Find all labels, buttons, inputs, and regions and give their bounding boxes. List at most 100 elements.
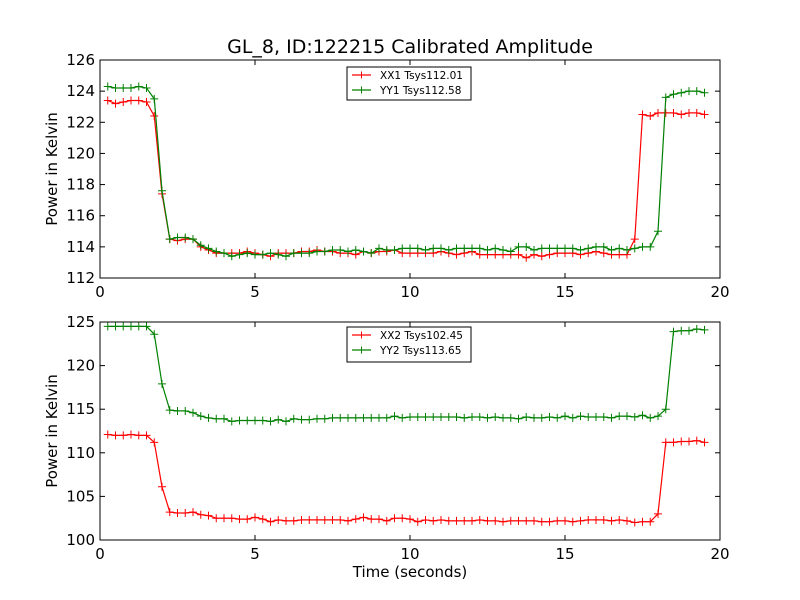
chart1-series-2-point-60 xyxy=(568,244,577,253)
chart1-series-2-point-53 xyxy=(514,242,523,251)
chart2-series-2-point-7 xyxy=(158,379,166,388)
chart2-series-1-point-6 xyxy=(150,438,159,447)
chart1-series-2-point-5 xyxy=(142,84,151,93)
chart2-series-2-point-11 xyxy=(189,408,197,417)
chart1-xtick-label-3: 15 xyxy=(555,283,574,301)
chart1-ytick-label-7: 126 xyxy=(66,51,95,69)
chart2-series-1-point-35 xyxy=(375,515,383,524)
chart2-series-1-point-32 xyxy=(351,515,360,524)
chart2-series-2-point-60 xyxy=(568,413,577,422)
chart2-series-2-point-68 xyxy=(630,413,639,422)
chart2-series-2-point-25 xyxy=(297,415,306,424)
chart2-xtick-label-0: 0 xyxy=(95,545,105,563)
chart2-series-1-point-19 xyxy=(251,513,259,522)
chart2-series-2-point-37 xyxy=(390,412,399,421)
chart2-series-1-point-9 xyxy=(173,508,182,517)
chart1-ylabel: Power in Kelvin xyxy=(43,112,61,226)
chart2-series-1-point-56 xyxy=(537,517,546,526)
chart2-series-1-point-16 xyxy=(227,514,236,523)
chart2-series-1-point-11 xyxy=(189,508,197,517)
chart2-xtick-label-3: 15 xyxy=(555,545,574,563)
chart1-series-2-point-23 xyxy=(282,252,290,261)
chart2-series-1-point-13 xyxy=(204,511,213,520)
chart2-series-1-point-10 xyxy=(181,508,190,517)
chart1-series-2-point-38 xyxy=(398,244,407,253)
chart2-ytick-label-3: 115 xyxy=(66,400,95,418)
chart1-series-1-point-5 xyxy=(142,98,151,107)
chart2-legend-marker-1 xyxy=(358,331,365,339)
chart2-series-2-point-59 xyxy=(561,412,569,421)
chart1-series-2-point-70 xyxy=(646,242,655,251)
chart2-series-2-point-21 xyxy=(266,417,275,426)
chart2-series-1-point-45 xyxy=(452,516,461,525)
chart2-series-1-line xyxy=(107,433,705,524)
chart2-series-1-point-63 xyxy=(592,515,600,524)
chart2-series-2-point-32 xyxy=(351,413,360,422)
chart2-series-1-point-38 xyxy=(398,514,407,523)
chart2-series-2-point-35 xyxy=(375,413,383,422)
chart2-series-2-point-16 xyxy=(227,417,236,426)
chart2-series-2-point-61 xyxy=(576,412,585,421)
chart1-series-1-point-4 xyxy=(134,96,143,105)
chart2-series-2-point-58 xyxy=(553,413,562,422)
chart2-series-2-point-39 xyxy=(406,413,414,422)
chart1-series-1-point-72 xyxy=(661,108,670,117)
chart2-series-1-point-18 xyxy=(243,515,252,524)
chart2-series-2-point-20 xyxy=(258,416,267,425)
chart1-series-2-point-57 xyxy=(545,244,554,253)
chart2-series-1-point-51 xyxy=(499,517,507,526)
chart1-series-2-point-24 xyxy=(289,249,298,258)
chart2-series-2-point-49 xyxy=(483,413,492,422)
chart1-series-2-point-13 xyxy=(204,244,213,253)
chart1-series-2-point-71 xyxy=(654,227,662,236)
chart1-series-2-point-77 xyxy=(700,88,709,97)
chart2-series-1-point-71 xyxy=(654,509,662,518)
chart1-series-2-point-25 xyxy=(297,249,306,258)
chart1-series-1-point-56 xyxy=(537,252,546,261)
chart1-series-2-point-39 xyxy=(406,244,414,253)
chart1-series-1-line xyxy=(107,99,705,259)
chart1-series-2-point-48 xyxy=(475,244,484,253)
chart2: 0 5 10 15 20 100 105 110 115 120 125 Power in Kelvi… xyxy=(43,313,730,581)
chart2-series-1-point-21 xyxy=(266,517,275,526)
chart2-series-1-point-55 xyxy=(530,516,538,525)
chart1-legend-marker-1 xyxy=(358,71,365,79)
chart2-series-2-point-33 xyxy=(359,413,368,422)
chart2-series-2-point-34 xyxy=(367,413,376,422)
chart2-series-2-point-10 xyxy=(181,406,190,415)
chart2-series-1-point-49 xyxy=(483,516,492,525)
chart1-series-2-point-45 xyxy=(452,244,461,253)
chart1-ytick-label-2: 116 xyxy=(66,207,95,225)
figure-title: GL_8, ID:122215 Calibrated Amplitude xyxy=(227,36,593,58)
chart2-series-2-point-4 xyxy=(134,322,143,331)
chart2-series-2-point-46 xyxy=(460,413,469,422)
chart2-series-1-point-31 xyxy=(344,516,352,525)
chart2-series-1-point-36 xyxy=(382,516,391,525)
chart2-series-1-point-76 xyxy=(692,436,701,445)
chart2-series-2-point-26 xyxy=(305,415,314,424)
chart1-series-2-point-17 xyxy=(235,250,244,259)
chart1-series-2-point-11 xyxy=(189,235,197,244)
chart2-ytick-label-2: 110 xyxy=(66,444,95,462)
chart2-series-2-point-57 xyxy=(545,413,554,422)
chart1-series-2-point-63 xyxy=(592,242,600,251)
chart2-series-1-point-37 xyxy=(390,514,399,523)
chart2-series-2-point-2 xyxy=(119,322,128,331)
chart2-series-2-point-29 xyxy=(328,413,337,422)
chart2-series-2-point-48 xyxy=(475,413,484,422)
chart2-series-1-point-58 xyxy=(553,516,562,525)
chart2-series-2-point-42 xyxy=(429,413,438,422)
chart2-series-2-point-63 xyxy=(592,413,600,422)
chart1-series-2-point-7 xyxy=(158,186,166,195)
chart1-series-2-point-6 xyxy=(150,94,159,103)
chart2-series-2-point-27 xyxy=(313,414,321,423)
chart2-series-2-point-18 xyxy=(243,416,252,425)
chart2-series-1-point-44 xyxy=(444,516,453,525)
chart2-series-2-point-54 xyxy=(522,413,531,422)
chart1: 0 5 10 15 20 112 114 116 118 120 122 124 126 Power in… xyxy=(43,51,730,301)
chart1-legend-box xyxy=(346,66,472,101)
chart2-series-2-point-14 xyxy=(212,414,221,423)
chart2-series-1-point-67 xyxy=(623,516,631,525)
chart1-series-2-point-41 xyxy=(421,245,430,254)
